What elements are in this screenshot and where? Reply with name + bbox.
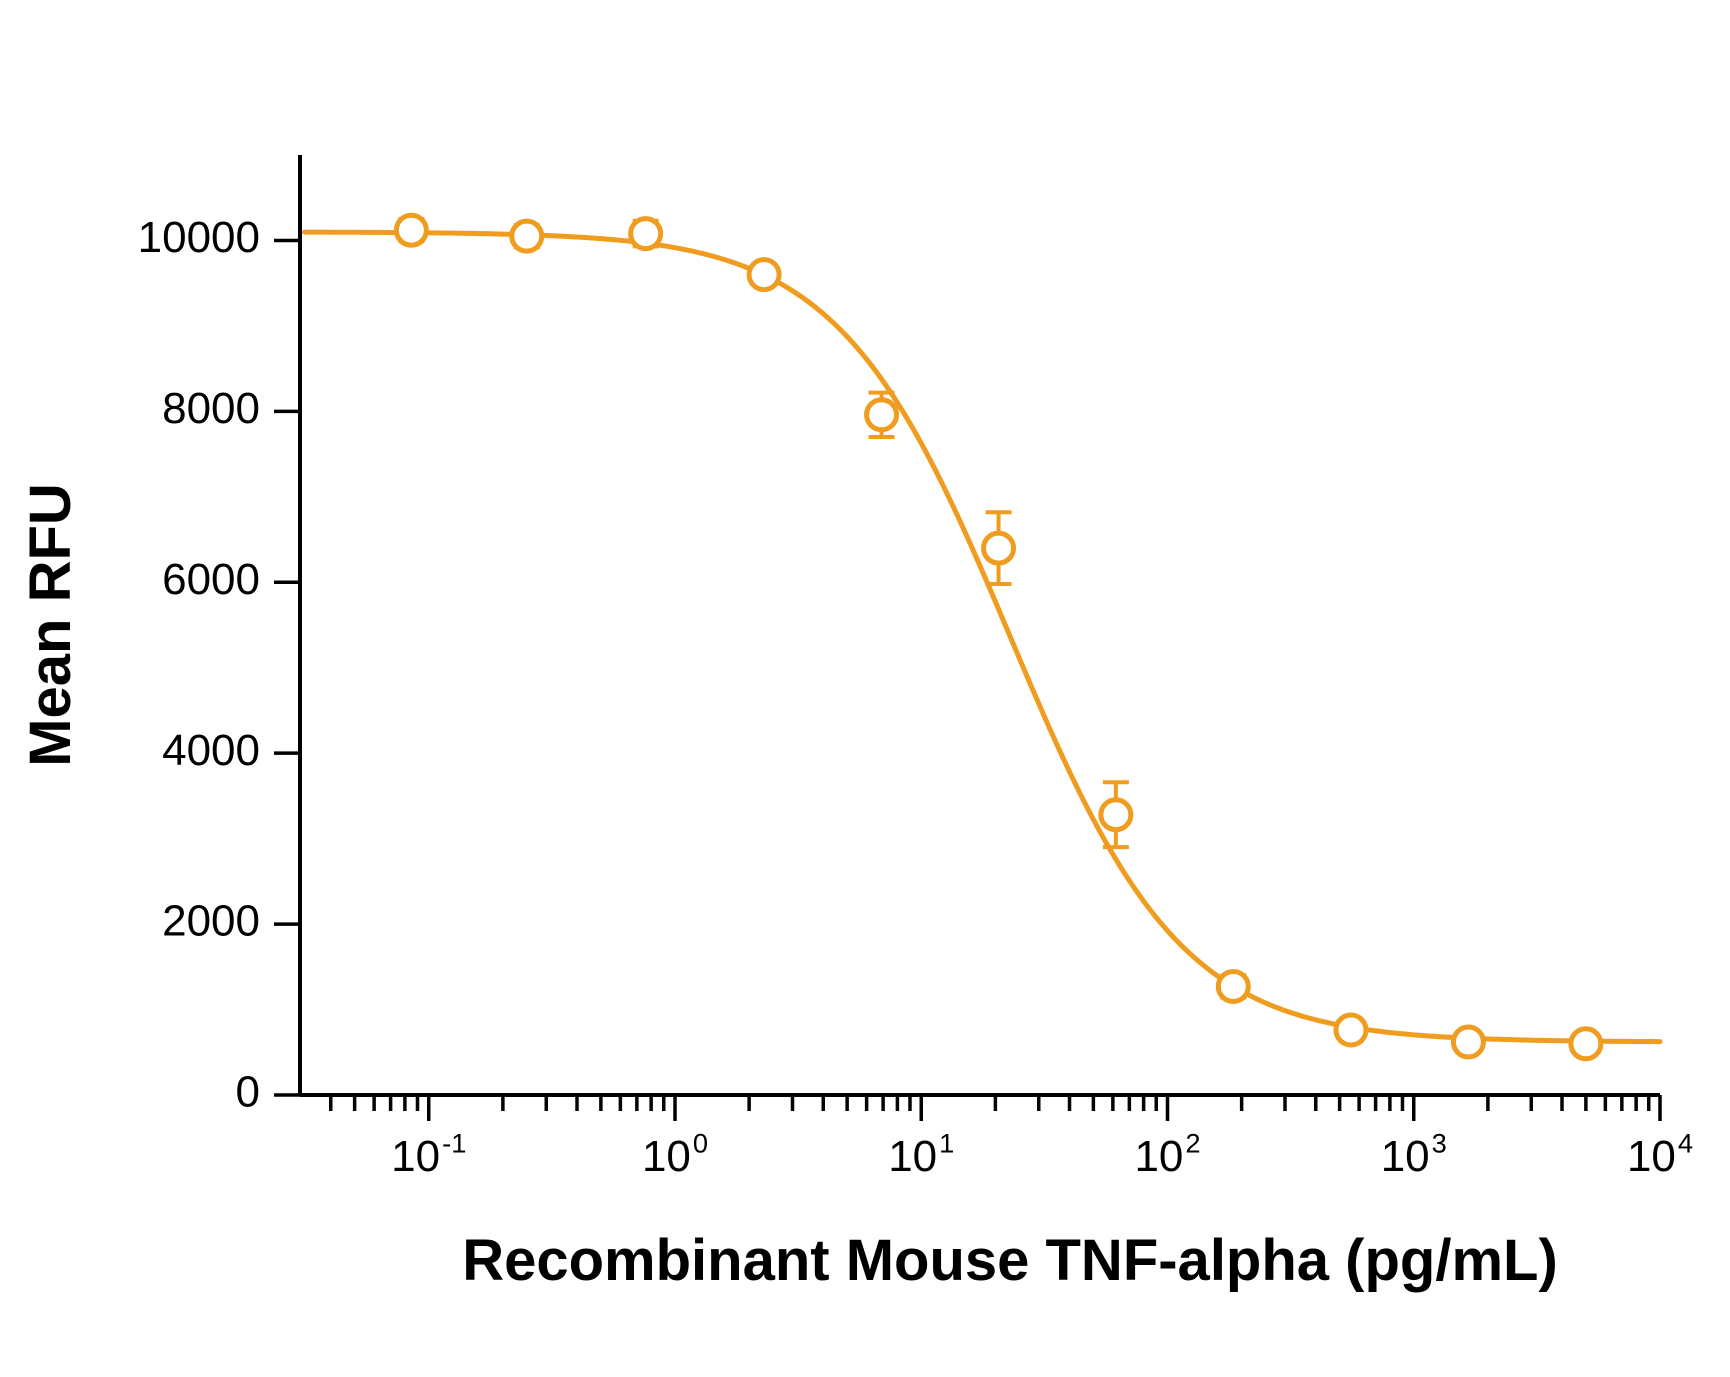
y-tick-label: 2000 [162, 897, 260, 946]
x-tick-label: 102 [1134, 1128, 1200, 1181]
x-tick-label: 103 [1381, 1128, 1447, 1181]
x-axis-title: Recombinant Mouse TNF-alpha (pg/mL) [462, 1228, 1558, 1293]
data-point [631, 219, 661, 249]
y-tick-label: 4000 [162, 726, 260, 775]
data-point [867, 400, 897, 430]
data-point [1101, 800, 1131, 830]
x-tick-label: 101 [888, 1128, 954, 1181]
y-tick-label: 6000 [162, 555, 260, 604]
data-point [396, 215, 426, 245]
fit-curve [305, 232, 1660, 1041]
x-tick-label: 104 [1627, 1128, 1693, 1181]
x-tick-label: 100 [642, 1128, 708, 1181]
y-axis-title: Mean RFU [18, 483, 83, 767]
data-point [1336, 1015, 1366, 1045]
data-point [512, 221, 542, 251]
data-point [1218, 971, 1248, 1001]
y-tick-label: 10000 [138, 213, 260, 262]
x-tick-label: 10-1 [391, 1128, 466, 1181]
data-point [749, 260, 779, 290]
data-point [1453, 1027, 1483, 1057]
y-tick-label: 8000 [162, 384, 260, 433]
dose-response-chart: 0 2000 4000 6000 8000 10000 10-1 100 101 102 103 10… [0, 0, 1730, 1377]
y-tick-label: 0 [236, 1068, 260, 1117]
data-point [984, 533, 1014, 563]
data-point [1571, 1029, 1601, 1059]
